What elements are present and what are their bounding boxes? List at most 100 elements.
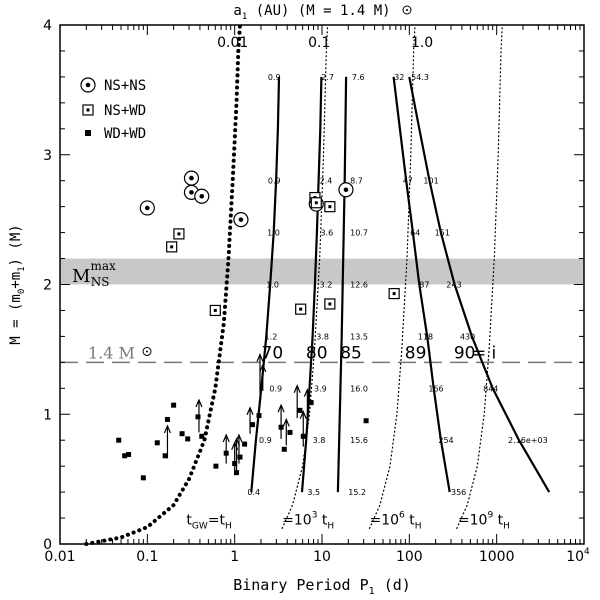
curve-annotation: 844 bbox=[483, 384, 498, 393]
curve-annotation: 1.0 bbox=[267, 229, 280, 238]
lower-limit-arrowhead bbox=[277, 403, 285, 413]
curve-annotation: 3.9 bbox=[314, 384, 327, 393]
lower-limit-arrowhead bbox=[246, 406, 254, 415]
wd-wd-point bbox=[154, 440, 160, 446]
wd-wd-point bbox=[116, 437, 122, 443]
point-layer bbox=[116, 170, 400, 481]
ns-max-label: Mmax NS bbox=[72, 259, 116, 289]
curve-annotation: 87 bbox=[419, 281, 429, 290]
ns-wd-point-core bbox=[177, 232, 181, 236]
curve-annotation: 15.2 bbox=[348, 488, 366, 497]
wd-wd-point bbox=[249, 422, 255, 428]
inclination-axis-label: = i bbox=[472, 343, 496, 363]
reference-line: 1.4 M bbox=[60, 343, 584, 364]
ns-wd-point-core bbox=[328, 205, 332, 209]
lower-limit-arrowhead bbox=[259, 363, 267, 373]
y-tick-label: 4 bbox=[43, 18, 52, 34]
curve-annotation: 7.6 bbox=[352, 73, 365, 82]
tgw-label-3: =109 tH bbox=[458, 511, 510, 532]
curve-annotation: 12.6 bbox=[350, 281, 368, 290]
curve-annotation: 243 bbox=[446, 281, 461, 290]
curve-annotation: 47 bbox=[403, 177, 413, 186]
axis-layer: 0.01 0.1 1 10 100 1000 104 0 1 2 3 4 0.01 0.1 1.0 Binar… bbox=[8, 3, 590, 597]
curve-annotation: 15.6 bbox=[350, 436, 368, 445]
top-axis-sun-icon bbox=[402, 5, 412, 15]
inclination-label-89: 89 bbox=[405, 343, 427, 363]
curve-annotation: 64 bbox=[410, 229, 420, 238]
ns-ns-point-core bbox=[343, 187, 349, 193]
curve-annotation: 166 bbox=[428, 384, 443, 393]
wd-wd-point bbox=[281, 446, 287, 452]
curve-annotation: 1.2 bbox=[265, 332, 278, 341]
lower-limit-arrowhead bbox=[256, 353, 264, 362]
ns-max-band-rect bbox=[60, 258, 584, 285]
wd-wd-point bbox=[199, 433, 205, 439]
curve-annotation: 3.8 bbox=[316, 332, 329, 341]
legend-label-wd-wd: WD+WD bbox=[104, 126, 146, 142]
wd-wd-point bbox=[126, 451, 132, 457]
inclination-curve-89 bbox=[392, 76, 451, 493]
curve-annotation: 3.2 bbox=[320, 281, 333, 290]
curve-annotation: 1.0 bbox=[266, 281, 279, 290]
curve-annotation: 10.7 bbox=[350, 229, 368, 238]
inclination-curve-70 bbox=[250, 76, 281, 493]
curve-layer bbox=[84, 23, 551, 546]
wd-wd-point bbox=[185, 436, 191, 442]
x-tick-label: 0.1 bbox=[136, 549, 158, 565]
y-axis-label: M = (m0+m1) (M) bbox=[8, 224, 27, 344]
ns-ns-point-core bbox=[189, 190, 194, 195]
y-tick-label: 2 bbox=[43, 278, 52, 294]
ns-wd-point-core bbox=[170, 245, 174, 249]
wd-wd-point bbox=[213, 463, 219, 469]
legend: NS+NS NS+WD WD+WD bbox=[80, 77, 146, 142]
y-tick-label: 3 bbox=[43, 148, 52, 164]
top-tick-label: 0.01 bbox=[217, 35, 248, 51]
ns-ns-point-core bbox=[238, 217, 244, 222]
wd-wd-point bbox=[308, 400, 314, 406]
curve-annotation: 32 bbox=[394, 73, 404, 82]
curve-annotation: 16.0 bbox=[350, 384, 368, 393]
wd-wd-point bbox=[242, 441, 248, 447]
x-tick-label: 1 bbox=[230, 549, 239, 565]
x-tick-label-last: 104 bbox=[566, 547, 590, 565]
ns-wd-point-core bbox=[392, 292, 396, 296]
lower-limit-arrowhead bbox=[293, 384, 301, 393]
curve-annotation: 3.5 bbox=[307, 488, 320, 497]
ns-ns-point-core bbox=[199, 193, 205, 199]
top-tick-label: 0.1 bbox=[308, 35, 330, 51]
wd-wd-point bbox=[287, 429, 293, 435]
ns-ns-point-core bbox=[189, 175, 194, 181]
wd-wd-point bbox=[179, 431, 185, 437]
curve-annotation: 0.9 bbox=[259, 436, 272, 445]
lower-limit-arrowhead bbox=[235, 433, 243, 443]
inclination-curve-85 bbox=[336, 76, 348, 493]
top-tick-label: 1.0 bbox=[411, 35, 433, 51]
lower-limit-arrowhead bbox=[282, 417, 290, 427]
wd-wd-point bbox=[297, 407, 303, 413]
curve-annotation: 101 bbox=[423, 177, 438, 186]
wd-wd-point bbox=[122, 453, 128, 459]
wd-wd-point bbox=[162, 453, 168, 459]
ns-wd-point-core bbox=[213, 308, 217, 312]
curve-annotation: 2.16e+03 bbox=[508, 436, 548, 445]
legend-marker-ns-ns-core bbox=[85, 82, 91, 88]
curve-annotation: 2.7 bbox=[321, 73, 334, 82]
wd-wd-point bbox=[237, 454, 243, 460]
legend-marker-wd-wd bbox=[85, 130, 91, 136]
inclination-label-80: 80 bbox=[306, 343, 328, 363]
curve-annotation: 54.3 bbox=[411, 73, 429, 82]
legend-marker-ns-wd-core bbox=[86, 108, 90, 112]
curve-annotation: 430 bbox=[460, 332, 475, 341]
ns-wd-point-core bbox=[299, 307, 303, 311]
y-tick-label: 1 bbox=[43, 407, 52, 423]
top-axis-label: a1 (AU) (M = 1.4 M) bbox=[233, 3, 390, 22]
tgw-label-2: =106 tH bbox=[370, 511, 422, 532]
tgw-label-0: tGW=tH bbox=[186, 513, 231, 532]
ns-wd-point-core bbox=[328, 302, 332, 306]
lower-limit-arrowhead bbox=[299, 410, 307, 419]
curve-annotation: 254 bbox=[438, 436, 453, 445]
wd-wd-point bbox=[256, 413, 262, 419]
curve-annotation: 0.9 bbox=[268, 73, 281, 82]
x-tick-label: 10 bbox=[313, 549, 331, 565]
